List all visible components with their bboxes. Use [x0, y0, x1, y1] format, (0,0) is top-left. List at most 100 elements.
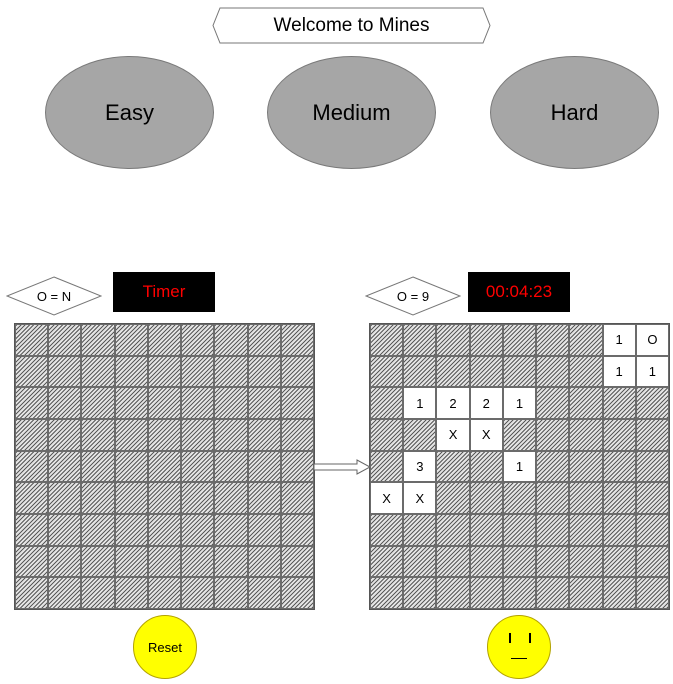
- left-grid-hidden-cell[interactable]: [114, 513, 148, 546]
- left-grid-hidden-cell[interactable]: [181, 324, 215, 356]
- right-grid-hidden-cell[interactable]: [436, 450, 470, 483]
- medium-button[interactable]: Medium: [267, 56, 436, 169]
- left-grid-hidden-cell[interactable]: [48, 355, 82, 388]
- right-grid-hidden-cell[interactable]: [469, 577, 503, 609]
- right-grid-hidden-cell[interactable]: [536, 355, 570, 388]
- left-grid-hidden-cell[interactable]: [214, 418, 248, 451]
- right-grid-hidden-cell[interactable]: [536, 418, 570, 451]
- left-grid-hidden-cell[interactable]: [81, 577, 115, 609]
- left-grid-hidden-cell[interactable]: [147, 387, 182, 419]
- left-grid-hidden-cell[interactable]: [181, 418, 215, 451]
- right-grid-hidden-cell[interactable]: [569, 513, 603, 546]
- right-grid-hidden-cell[interactable]: [370, 324, 404, 356]
- left-grid-hidden-cell[interactable]: [48, 450, 82, 483]
- left-grid-hidden-cell[interactable]: [247, 387, 281, 419]
- right-grid-hidden-cell[interactable]: [635, 482, 669, 514]
- left-grid-hidden-cell[interactable]: [280, 513, 314, 546]
- left-grid-hidden-cell[interactable]: [15, 577, 49, 609]
- left-grid-hidden-cell[interactable]: [15, 450, 49, 483]
- right-grid-hidden-cell[interactable]: [602, 387, 636, 419]
- right-grid-hidden-cell[interactable]: [569, 577, 603, 609]
- left-grid-hidden-cell[interactable]: [214, 513, 248, 546]
- left-grid-hidden-cell[interactable]: [15, 513, 49, 546]
- left-grid-hidden-cell[interactable]: [181, 545, 215, 578]
- right-grid-open-cell[interactable]: 1: [502, 387, 537, 419]
- right-grid-hidden-cell[interactable]: [502, 324, 537, 356]
- right-grid-open-cell[interactable]: 2: [436, 387, 470, 419]
- right-grid-hidden-cell[interactable]: [502, 355, 537, 388]
- left-grid-hidden-cell[interactable]: [181, 513, 215, 546]
- left-grid-hidden-cell[interactable]: [81, 545, 115, 578]
- left-grid-hidden-cell[interactable]: [280, 450, 314, 483]
- right-grid-hidden-cell[interactable]: [536, 545, 570, 578]
- left-grid-hidden-cell[interactable]: [114, 324, 148, 356]
- right-grid-hidden-cell[interactable]: [569, 450, 603, 483]
- left-grid-hidden-cell[interactable]: [48, 577, 82, 609]
- left-grid-hidden-cell[interactable]: [147, 577, 182, 609]
- right-grid-hidden-cell[interactable]: [370, 513, 404, 546]
- left-grid-hidden-cell[interactable]: [280, 577, 314, 609]
- left-grid-hidden-cell[interactable]: [147, 324, 182, 356]
- right-grid-hidden-cell[interactable]: [469, 545, 503, 578]
- left-grid-hidden-cell[interactable]: [247, 418, 281, 451]
- left-grid-hidden-cell[interactable]: [147, 482, 182, 514]
- left-grid-hidden-cell[interactable]: [15, 324, 49, 356]
- left-grid-hidden-cell[interactable]: [214, 450, 248, 483]
- right-grid-hidden-cell[interactable]: [635, 577, 669, 609]
- left-grid-hidden-cell[interactable]: [81, 355, 115, 388]
- right-grid-hidden-cell[interactable]: [403, 577, 437, 609]
- left-grid-hidden-cell[interactable]: [15, 418, 49, 451]
- right-grid-open-cell[interactable]: X: [469, 418, 503, 451]
- right-grid-hidden-cell[interactable]: [370, 577, 404, 609]
- right-grid-hidden-cell[interactable]: [602, 418, 636, 451]
- left-grid-hidden-cell[interactable]: [247, 577, 281, 609]
- status-face-button[interactable]: [487, 615, 551, 679]
- right-grid-hidden-cell[interactable]: [569, 355, 603, 388]
- right-grid-open-cell[interactable]: 1: [602, 324, 636, 356]
- right-grid-hidden-cell[interactable]: [635, 450, 669, 483]
- left-grid-hidden-cell[interactable]: [181, 482, 215, 514]
- right-grid-hidden-cell[interactable]: [569, 418, 603, 451]
- left-grid-hidden-cell[interactable]: [114, 577, 148, 609]
- right-grid-hidden-cell[interactable]: [469, 482, 503, 514]
- right-grid-open-cell[interactable]: 1: [502, 450, 537, 483]
- right-grid-open-cell[interactable]: X: [370, 482, 404, 514]
- right-grid-hidden-cell[interactable]: [635, 513, 669, 546]
- right-grid-hidden-cell[interactable]: [436, 355, 470, 388]
- easy-button[interactable]: Easy: [45, 56, 214, 169]
- right-grid-hidden-cell[interactable]: [536, 513, 570, 546]
- left-grid-hidden-cell[interactable]: [214, 387, 248, 419]
- left-grid-hidden-cell[interactable]: [214, 324, 248, 356]
- right-grid-open-cell[interactable]: 2: [469, 387, 503, 419]
- right-grid-open-cell[interactable]: 1: [602, 355, 636, 388]
- left-grid-hidden-cell[interactable]: [247, 324, 281, 356]
- right-grid-hidden-cell[interactable]: [502, 513, 537, 546]
- right-grid-hidden-cell[interactable]: [436, 545, 470, 578]
- left-grid-hidden-cell[interactable]: [48, 324, 82, 356]
- reset-button[interactable]: Reset: [133, 615, 197, 679]
- left-grid-hidden-cell[interactable]: [247, 545, 281, 578]
- right-grid-hidden-cell[interactable]: [602, 545, 636, 578]
- right-grid-hidden-cell[interactable]: [502, 482, 537, 514]
- left-grid-hidden-cell[interactable]: [181, 387, 215, 419]
- left-grid-hidden-cell[interactable]: [114, 418, 148, 451]
- left-grid-hidden-cell[interactable]: [280, 387, 314, 419]
- left-grid-hidden-cell[interactable]: [114, 450, 148, 483]
- left-grid-hidden-cell[interactable]: [247, 450, 281, 483]
- left-grid-hidden-cell[interactable]: [15, 355, 49, 388]
- right-grid-hidden-cell[interactable]: [602, 482, 636, 514]
- left-grid-hidden-cell[interactable]: [15, 545, 49, 578]
- left-grid-hidden-cell[interactable]: [147, 450, 182, 483]
- right-grid-hidden-cell[interactable]: [502, 545, 537, 578]
- left-grid-hidden-cell[interactable]: [48, 387, 82, 419]
- left-grid-hidden-cell[interactable]: [114, 545, 148, 578]
- right-grid-hidden-cell[interactable]: [536, 577, 570, 609]
- hard-button[interactable]: Hard: [490, 56, 659, 169]
- right-grid-hidden-cell[interactable]: [370, 450, 404, 483]
- right-grid-hidden-cell[interactable]: [469, 450, 503, 483]
- right-grid-hidden-cell[interactable]: [469, 513, 503, 546]
- left-grid-hidden-cell[interactable]: [280, 418, 314, 451]
- left-grid-hidden-cell[interactable]: [81, 418, 115, 451]
- right-grid-hidden-cell[interactable]: [403, 355, 437, 388]
